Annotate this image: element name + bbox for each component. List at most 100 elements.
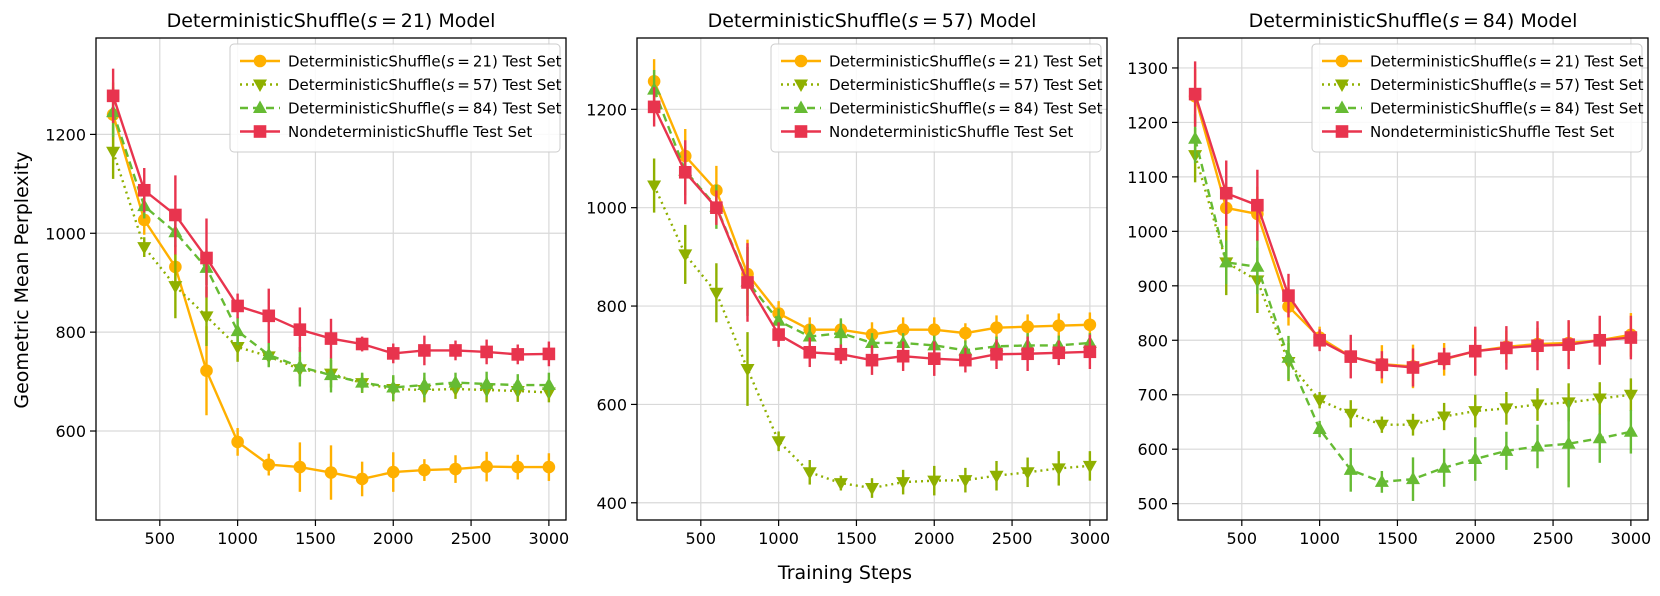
chart-title: DeterministicShuffle(s = 84) Model [1249,10,1578,32]
data-point [990,321,1003,334]
chart-panel: 500 1000 1500 2000 2500 3000 500 600 700 800 900 10… [1127,10,1651,548]
y-tick-label: 1300 [1127,59,1168,78]
data-point [1083,318,1097,332]
y-tick-label: 1000 [1127,222,1168,241]
data-series [647,87,1097,376]
x-tick-label: 1500 [295,529,336,548]
data-point [1313,333,1326,347]
legend-marker [253,125,267,138]
data-point [678,165,692,179]
y-tick-label: 600 [55,422,86,441]
data-point [1219,186,1233,200]
series-line [653,185,1090,490]
legend-label: DeterministicShuffle(s = 57) Test Set [288,76,562,94]
data-point [802,467,817,480]
data-point [1312,421,1327,435]
data-point [449,462,462,476]
data-point [927,323,941,336]
x-tick-label: 2500 [451,529,492,548]
data-point [386,465,400,479]
data-point [1344,350,1358,363]
legend-marker [1335,100,1349,113]
y-tick-label: 600 [596,395,627,414]
y-tick-label: 800 [1137,331,1168,350]
x-tick-label: 3000 [1611,529,1652,548]
data-point [137,242,152,255]
data-point [1343,408,1358,422]
data-point [262,309,276,323]
data-point [1188,131,1203,144]
data-series [1188,61,1638,387]
x-tick-label: 2000 [373,529,414,548]
series-line [111,114,549,481]
legend-box [770,43,1102,153]
data-point [355,375,370,388]
data-point [709,287,724,301]
data-point [1530,438,1545,452]
data-point [1052,319,1066,333]
data-point [480,460,493,473]
data-point [542,347,556,361]
data-point [834,347,848,361]
data-point [803,345,817,359]
series-line [1193,154,1632,426]
x-tick-label: 3000 [529,529,570,548]
x-tick-label: 1500 [836,529,877,548]
x-tick-label: 2500 [992,529,1033,548]
x-tick-label: 3000 [1070,529,1111,548]
legend-marker [1335,125,1349,138]
legend-label: DeterministicShuffle(s = 57) Test Set [829,76,1103,94]
data-point [231,299,244,313]
legend-marker [794,125,808,138]
data-point [833,478,848,491]
data-point [106,89,120,103]
data-point [106,146,121,160]
data-point [324,332,338,345]
legend-label: DeterministicShuffle(s = 21) Test Set [1370,53,1644,71]
x-tick-label: 1000 [217,529,258,548]
data-point [771,436,786,449]
data-point [1531,339,1544,353]
data-point [833,325,848,339]
data-point [324,466,338,479]
data-point [647,180,662,194]
data-point [418,463,431,477]
data-point [479,376,494,390]
y-tick-label: 400 [596,494,627,513]
data-point [510,377,525,391]
data-point [541,377,556,391]
data-point [137,213,151,227]
y-tick-label: 600 [1137,440,1168,459]
data-point [480,345,493,359]
data-point [1623,389,1638,403]
legend-box [229,43,561,153]
data-point [293,460,307,474]
data-point [927,475,942,489]
data-point [511,460,525,474]
x-tick-label: 500 [686,529,717,548]
legend-marker [794,100,808,113]
data-point [740,364,755,377]
data-point [261,347,276,360]
data-point [1052,346,1066,360]
x-tick-label: 2500 [1533,529,1574,548]
x-tick-label: 2000 [914,529,955,548]
data-point [1083,345,1097,359]
data-point [741,276,754,289]
chart-title: DeterministicShuffle(s = 57) Model [708,10,1037,32]
data-point [1021,347,1034,361]
data-point [896,323,910,336]
data-point [418,344,431,357]
data-point [865,335,879,348]
data-point [959,353,972,367]
data-point [1020,467,1035,480]
y-tick-label: 1200 [45,125,86,144]
data-point [1312,395,1327,408]
x-tick-label: 2000 [1455,529,1496,548]
x-axis-label: Training Steps [777,562,912,584]
legend-label: NondeterministicShuffle Test Set [288,123,532,141]
data-point [865,483,879,496]
data-point [990,347,1003,361]
y-axis-label: Geometric Mean Perplexity [11,151,33,408]
legend-marker [1335,79,1349,92]
